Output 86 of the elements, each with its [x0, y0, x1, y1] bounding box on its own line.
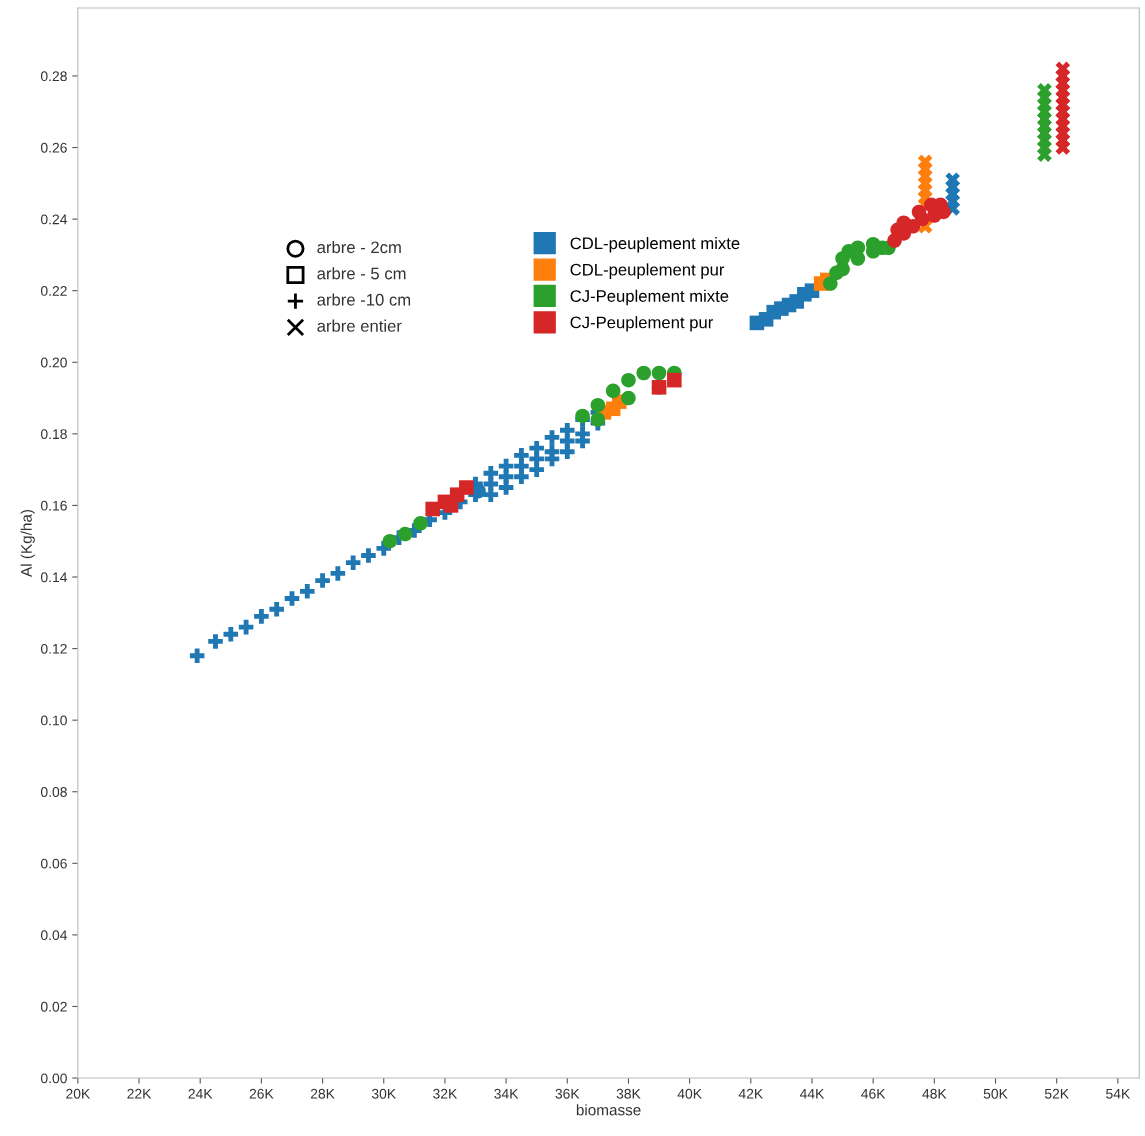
x-tick-label: 26K	[249, 1088, 274, 1099]
y-tick-label: 0.06	[40, 858, 67, 869]
y-tick-label: 0.00	[40, 1073, 67, 1084]
y-tick-label: 0.28	[40, 71, 67, 82]
point	[208, 634, 223, 649]
point	[605, 383, 621, 399]
point	[299, 584, 315, 599]
point	[498, 480, 514, 495]
point	[315, 573, 330, 588]
x-tick-label: 46K	[861, 1088, 886, 1099]
point	[917, 154, 933, 170]
point	[361, 548, 376, 563]
point	[575, 408, 590, 424]
y-tick-label: 0.16	[40, 500, 67, 511]
y-tick-label: 0.12	[40, 643, 67, 654]
x-tick-label: 54K	[1106, 1088, 1131, 1099]
point	[269, 601, 284, 617]
point	[330, 566, 346, 581]
x-tick-label: 24K	[188, 1088, 213, 1099]
point	[1055, 61, 1071, 77]
y-tick-label: 0.08	[40, 787, 67, 797]
point	[382, 533, 398, 549]
x-tick-label: 44K	[799, 1088, 825, 1099]
y-tick-label: 0.20	[40, 357, 67, 368]
legend-label: CDL-peuplement pur	[570, 263, 725, 279]
x-tick-label: 36K	[555, 1088, 580, 1099]
y-tick-label: 0.10	[40, 715, 67, 726]
x-tick-label: 32K	[433, 1088, 458, 1099]
point	[238, 619, 254, 635]
x-tick-label: 28K	[310, 1088, 335, 1099]
y-tick-label: 0.02	[40, 1001, 67, 1012]
point	[544, 430, 560, 445]
point	[590, 397, 606, 413]
point	[498, 458, 514, 474]
legend-label: CJ-Peuplement pur	[570, 316, 714, 332]
point	[823, 276, 838, 291]
point	[345, 555, 361, 570]
point	[1037, 82, 1052, 98]
point	[945, 172, 960, 188]
point	[189, 648, 205, 664]
y-tick-label: 0.26	[40, 142, 67, 153]
x-axis-title: biomasse	[576, 1104, 641, 1116]
point	[914, 211, 930, 227]
annotation: arbre - 5 cm	[317, 267, 406, 280]
point	[284, 591, 300, 606]
point	[667, 372, 682, 388]
point	[559, 422, 575, 438]
y-tick-label: 0.24	[40, 214, 68, 225]
annotation: arbre entier	[317, 319, 402, 332]
point	[254, 609, 269, 624]
x-tick-label: 38K	[616, 1088, 641, 1099]
point	[514, 469, 529, 485]
point	[590, 412, 606, 427]
x-tick-label: 20K	[66, 1088, 91, 1099]
x-tick-label: 48K	[922, 1088, 947, 1099]
point	[223, 626, 239, 642]
y-axis-title: Al (Kg/ha)	[20, 509, 35, 577]
x-tick-label: 30K	[371, 1088, 396, 1099]
point	[651, 365, 667, 381]
point	[514, 448, 529, 463]
legend-label: CDL-peuplement mixte	[570, 236, 740, 253]
point	[529, 440, 544, 456]
point	[413, 516, 428, 531]
x-tick-label: 34K	[494, 1088, 519, 1099]
point	[483, 465, 499, 481]
annotation: arbre - 2cm	[317, 240, 401, 254]
point	[425, 501, 440, 517]
y-tick-label: 0.22	[40, 286, 67, 296]
point	[559, 444, 575, 460]
point	[621, 372, 636, 388]
x-tick-label: 40K	[677, 1088, 702, 1099]
x-tick-label: 50K	[983, 1088, 1008, 1099]
point	[529, 462, 544, 477]
point	[621, 390, 636, 406]
y-tick-label: 0.18	[40, 429, 67, 440]
y-tick-label: 0.04	[40, 930, 68, 941]
x-tick-label: 42K	[738, 1088, 763, 1099]
y-tick-label: 0.14	[40, 572, 68, 583]
x-tick-label: 22K	[127, 1088, 152, 1099]
x-tick-label: 52K	[1044, 1088, 1069, 1099]
legend-label: CJ-Peuplement mixte	[570, 289, 729, 306]
point	[636, 365, 652, 381]
point	[397, 526, 413, 542]
point	[483, 487, 499, 502]
point	[459, 480, 474, 495]
annotation: arbre -10 cm	[317, 293, 411, 306]
